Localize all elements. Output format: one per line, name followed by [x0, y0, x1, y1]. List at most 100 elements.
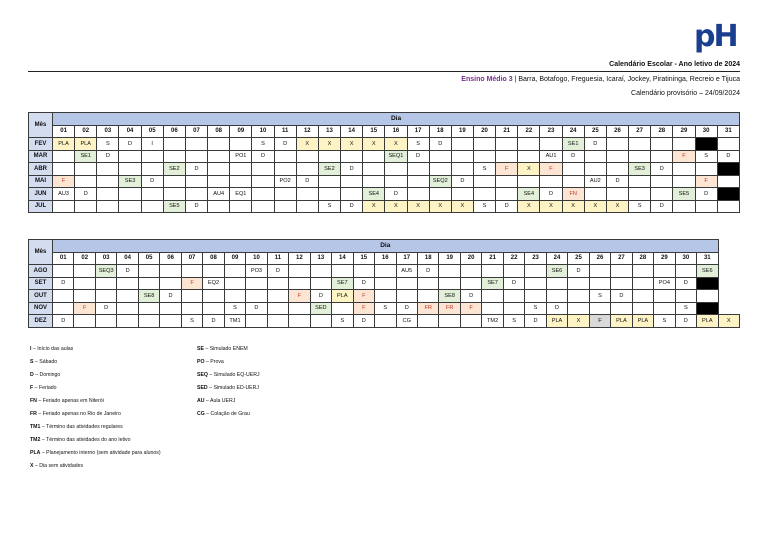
legend-description: – Término das atividades regulares — [40, 424, 123, 430]
day-number: 29 — [653, 251, 676, 265]
calendar-cell: SE3 — [118, 174, 142, 188]
calendar-cell: F — [352, 289, 376, 303]
legend-description: – Colação de Grau — [204, 411, 250, 417]
calendar-cell: S — [406, 137, 430, 151]
calendar-cell — [631, 289, 655, 303]
calendar-cell: D — [352, 314, 376, 328]
day-number: 30 — [694, 124, 718, 138]
calendar-cell: D — [539, 187, 563, 201]
legend-code: TM2 — [30, 437, 41, 443]
calendar-cell — [567, 276, 590, 290]
calendar-cell: S — [223, 301, 247, 315]
calendar-cell — [340, 149, 364, 163]
calendar-cell: S — [694, 149, 718, 163]
calendar-cell: D — [159, 289, 182, 303]
calendar-table-semester1: Mês Dia 01 02 03 04 05 06 07 08 09 10 11 12 13 14 15 16… — [28, 112, 741, 213]
legend-code: AU — [197, 398, 205, 404]
day-number: 02 — [73, 251, 96, 265]
legend-description: – Sábado — [33, 359, 58, 365]
calendar-cell — [273, 199, 297, 213]
calendar-cell — [362, 149, 386, 163]
calendar-cell — [202, 301, 225, 315]
calendar-cell — [502, 289, 526, 303]
calendar-cell: F — [288, 289, 311, 303]
day-number: 25 — [567, 251, 590, 265]
calendar-cell: D — [716, 149, 741, 163]
calendar-cell: D — [94, 301, 118, 315]
calendar-cell — [295, 149, 319, 163]
calendar-cell: F — [672, 149, 696, 163]
month-row: MAI F SE3 D PO2 D SEQ2 D AU2 D F — [28, 174, 741, 188]
calendar-cell — [450, 149, 474, 163]
calendar-cell: EQ2 — [202, 276, 225, 290]
day-number: 26 — [605, 124, 630, 138]
calendar-cell: SE3 — [628, 162, 652, 176]
month-row: AGO SEQ3 D PO3 D AU5 D SE6 D SE6 — [28, 264, 740, 278]
day-number: 28 — [650, 124, 674, 138]
legend-item: FN – Feriado apenas em Niterói — [30, 395, 161, 408]
month-row: SET D F EQ2 SE7 D SE7 D PO4 D — [28, 276, 740, 290]
calendar-cell — [245, 289, 268, 303]
legend-code: I — [30, 346, 32, 352]
calendar-cell: S — [374, 301, 397, 315]
day-number: 29 — [672, 124, 696, 138]
day-number: 23 — [539, 124, 563, 138]
day-number: 21 — [481, 251, 504, 265]
calendar-cell — [428, 162, 452, 176]
day-number: 20 — [459, 251, 483, 265]
legend-description: – Término das atividades do ano letivo — [40, 437, 131, 443]
day-number: 06 — [159, 251, 182, 265]
calendar-cell: D — [495, 199, 519, 213]
legend-item: S – Sábado — [30, 356, 161, 369]
calendar-cell — [295, 187, 319, 201]
calendar-cell: S — [588, 289, 612, 303]
calendar-cell: SED — [309, 301, 333, 315]
day-number: 05 — [137, 251, 161, 265]
day-column-header: Dia — [52, 112, 740, 126]
calendar-cell — [162, 174, 186, 188]
calendar-cell — [416, 276, 440, 290]
calendar-cell: D — [674, 276, 698, 290]
calendar-cell — [694, 162, 718, 176]
day-number: 07 — [184, 124, 209, 138]
calendar-cell — [73, 289, 96, 303]
calendar-cell — [481, 264, 504, 278]
calendar-subtitle: Ensino Médio 3 | Barra, Botafogo, Fregue… — [461, 75, 740, 84]
calendar-cell: AU2 — [583, 174, 607, 188]
month-label: DEZ — [28, 314, 53, 328]
day-column-header: Dia — [52, 239, 719, 253]
calendar-cell — [94, 289, 118, 303]
calendar-cell — [288, 301, 311, 315]
day-number: 02 — [74, 124, 98, 138]
month-row: FEV PLA PLA S D I S D X X X X X S D SE1 D — [28, 137, 741, 151]
calendar-cell: D — [184, 162, 209, 176]
day-number: 04 — [116, 251, 139, 265]
calendar-cell: F — [539, 162, 563, 176]
calendar-cell — [716, 199, 741, 213]
calendar-cell — [96, 174, 120, 188]
legend-code: F — [30, 385, 34, 391]
month-row: OUT SE8 D F D PLA F SE8 D S D — [28, 289, 740, 303]
calendar-cell — [450, 137, 474, 151]
calendar-cell — [628, 174, 652, 188]
calendar-cell — [406, 162, 430, 176]
calendar-cell: D — [583, 137, 607, 151]
day-number: 10 — [245, 251, 268, 265]
legend-item: AU – Aula UERJ — [197, 395, 260, 408]
calendar-cell — [628, 149, 652, 163]
calendar-cell — [583, 162, 607, 176]
legend-left: I – Início das aulas S – Sábado D – Doming… — [30, 343, 161, 473]
calendar-cell: D — [450, 174, 474, 188]
calendar-cell: PO1 — [229, 149, 253, 163]
calendar-cell: D — [502, 276, 526, 290]
calendar-cell — [96, 162, 120, 176]
calendar-cell: D — [340, 162, 364, 176]
calendar-cell — [481, 289, 504, 303]
calendar-cell: TM1 — [223, 314, 247, 328]
calendar-cell: SE6 — [696, 264, 719, 278]
calendar-cell — [207, 199, 231, 213]
calendar-cell — [74, 199, 98, 213]
calendar-cell — [588, 276, 612, 290]
calendar-cell — [51, 289, 75, 303]
calendar-cell — [331, 264, 354, 278]
